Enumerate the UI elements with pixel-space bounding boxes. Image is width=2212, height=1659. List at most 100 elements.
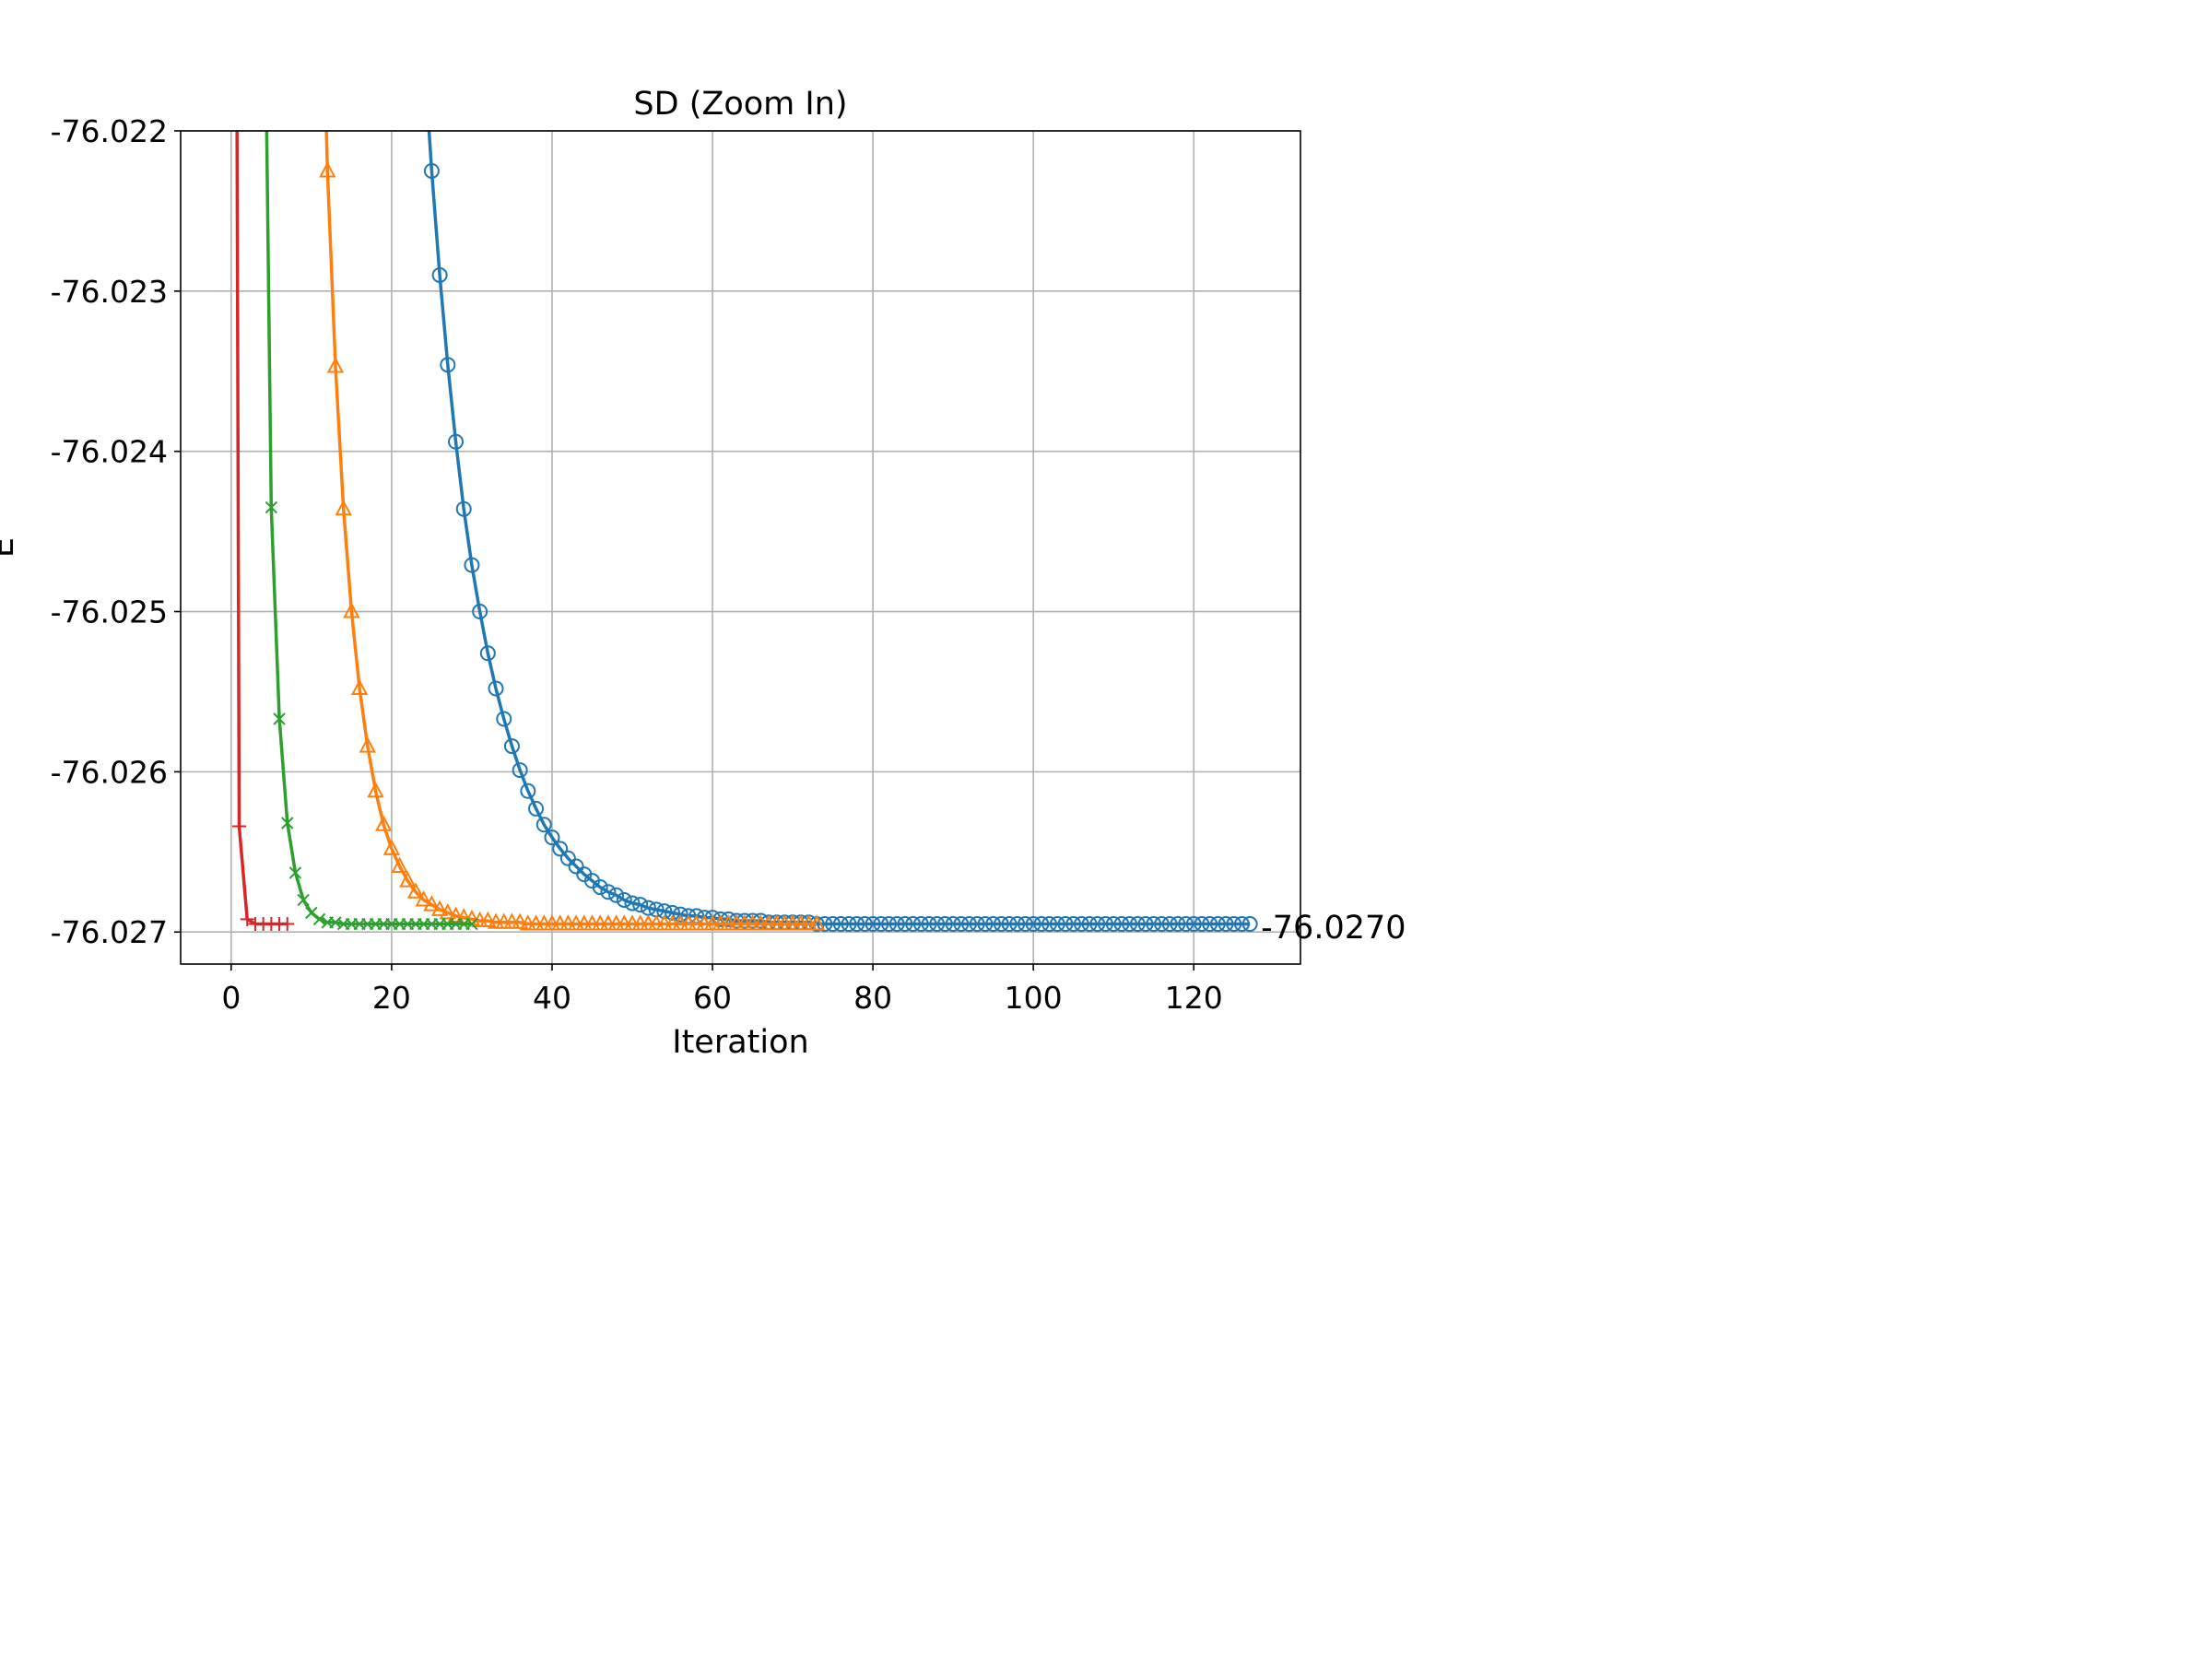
triangle-marker: [335, 499, 352, 516]
triangle-marker: [415, 890, 432, 907]
triangle-marker: [495, 912, 512, 929]
plot-frame: [180, 130, 1301, 965]
y-tick-label: -76.026: [51, 754, 168, 790]
circle-marker: [1153, 916, 1170, 933]
circle-marker: [745, 912, 761, 929]
circle-marker: [455, 500, 472, 517]
circle-marker: [1033, 916, 1050, 933]
triangle-marker: [768, 914, 785, 931]
triangle-marker: [382, 839, 401, 855]
circle-marker: [912, 916, 929, 933]
x-tick-label: 80: [853, 980, 892, 1016]
circle-marker: [472, 604, 488, 620]
circle-marker: [1089, 916, 1106, 933]
circle-marker: [1081, 916, 1098, 933]
triangle-marker: [616, 914, 633, 931]
x-marker: [297, 893, 310, 907]
triangle-marker: [559, 914, 577, 931]
triangle-marker: [607, 914, 625, 931]
circle-marker: [1065, 916, 1082, 933]
y-axis-label: E: [0, 537, 21, 558]
circle-marker: [423, 162, 440, 179]
series-x: [265, 131, 478, 931]
triangle-marker: [391, 856, 408, 873]
triangle-marker: [511, 912, 529, 929]
triangle-marker: [599, 914, 618, 931]
y-tick-label: -76.025: [51, 594, 168, 630]
triangle-marker: [655, 914, 673, 931]
circle-marker: [728, 912, 745, 929]
circle-marker: [888, 916, 905, 933]
triangle-marker: [367, 781, 384, 798]
circle-marker: [929, 916, 946, 933]
circle-marker: [1241, 916, 1258, 933]
circle-marker: [945, 916, 961, 933]
triangle-marker: [487, 912, 505, 929]
triangle-marker: [575, 914, 593, 931]
circle-marker: [1170, 916, 1186, 933]
x-tick-label: 20: [372, 980, 411, 1016]
circle-marker: [464, 557, 480, 573]
circle-marker: [1057, 916, 1074, 933]
circle-marker: [1129, 916, 1146, 933]
triangle-marker: [744, 914, 761, 931]
ticks: 0 20 40 60 80 100 120 -76.022 -76.023 -76.024 -76.…: [51, 113, 1223, 1016]
x-marker: [273, 712, 286, 725]
circle-marker: [608, 887, 625, 903]
plus-marker: [240, 912, 254, 926]
circle-marker: [993, 916, 1009, 933]
triangle-marker: [535, 914, 553, 931]
y-tick-label: -76.023: [51, 274, 168, 310]
triangle-marker: [567, 914, 585, 931]
final-value-annotation: -76.0270: [1261, 910, 1406, 947]
circle-marker: [841, 916, 857, 933]
circle-marker: [1073, 916, 1089, 933]
triangle-marker: [592, 914, 609, 931]
triangle-marker: [752, 914, 770, 931]
triangle-marker: [503, 912, 521, 929]
triangle-marker: [543, 914, 561, 931]
triangle-marker: [350, 678, 369, 695]
triangle-marker: [664, 914, 681, 931]
circle-marker: [479, 645, 496, 662]
circle-marker: [905, 916, 922, 933]
y-tick-label: -76.024: [51, 434, 168, 470]
circle-marker: [535, 817, 552, 833]
circle-marker: [936, 916, 953, 933]
circle-marker: [881, 916, 898, 933]
triangle-marker: [343, 602, 360, 618]
circle-marker: [1218, 916, 1234, 933]
triangle-marker: [359, 736, 376, 753]
y-tick-label: -76.022: [51, 113, 168, 149]
circle-marker: [592, 879, 608, 896]
plus-marker: [280, 917, 295, 932]
circle-marker: [568, 858, 584, 875]
circle-marker: [1202, 916, 1218, 933]
triangle-marker: [727, 914, 746, 931]
triangle-marker: [672, 914, 689, 931]
circle-marker: [1122, 916, 1138, 933]
circle-marker: [544, 830, 560, 846]
x-marker: [312, 912, 326, 926]
circle-marker: [1178, 916, 1194, 933]
triangle-marker: [399, 871, 417, 888]
circle-marker: [736, 912, 753, 929]
circle-marker: [873, 916, 889, 933]
x-marker: [288, 866, 302, 879]
triangle-marker: [776, 914, 794, 931]
triangle-marker: [551, 914, 569, 931]
circle-marker: [1001, 916, 1018, 933]
circle-marker: [1105, 916, 1122, 933]
circle-marker: [431, 266, 448, 283]
triangle-marker: [430, 900, 449, 916]
triangle-marker: [447, 906, 465, 923]
circle-marker: [865, 916, 881, 933]
triangle-marker: [647, 914, 665, 931]
x-marker: [465, 917, 478, 931]
circle-marker: [1146, 916, 1162, 933]
triangle-marker: [439, 902, 456, 920]
triangle-marker: [326, 357, 345, 373]
circle-marker: [856, 916, 873, 933]
circle-marker: [520, 782, 536, 799]
x-tick-label: 60: [693, 980, 732, 1016]
